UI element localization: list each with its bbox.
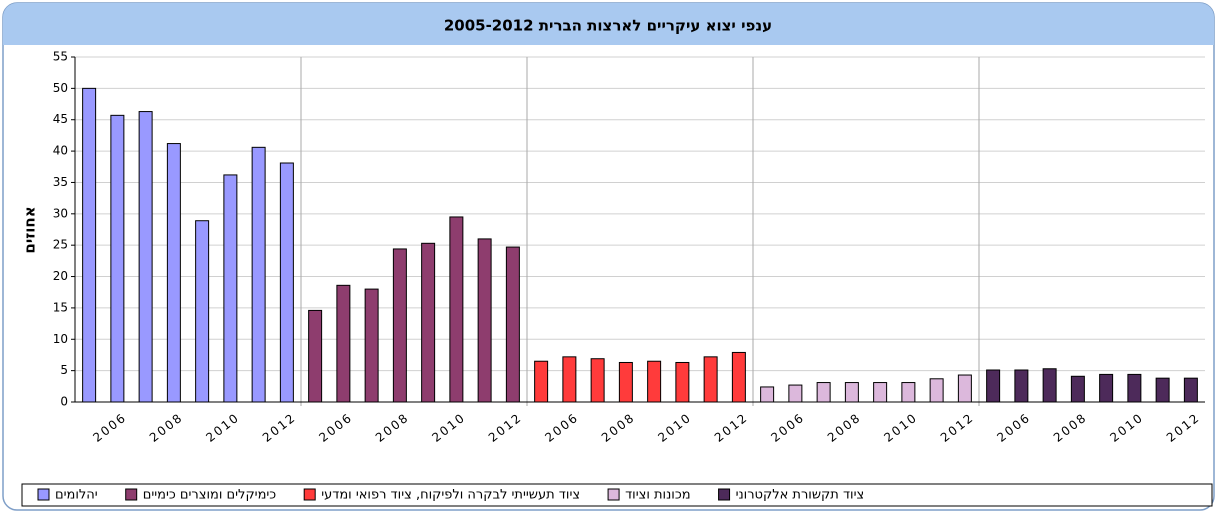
bar [195, 220, 210, 403]
y-tick-label: 5 [60, 363, 68, 377]
bar [1070, 375, 1085, 403]
bar [308, 309, 323, 403]
legend-label: מכונות וציוד [625, 488, 690, 503]
bar [336, 284, 351, 403]
chart-title: ענפי יצוא עיקריים לארצות הברית 2005-2012 [444, 17, 772, 35]
bar [110, 114, 125, 403]
legend-swatch [37, 488, 50, 501]
bar [1014, 369, 1029, 403]
bar [1127, 373, 1142, 403]
legend-swatch [125, 488, 138, 501]
bar [647, 360, 662, 403]
legend-label: ציוד תקשורת אלקטרוני [736, 488, 865, 503]
bar [1183, 377, 1198, 403]
bar [986, 369, 1001, 403]
bar [82, 87, 97, 403]
bar [534, 360, 549, 403]
y-tick-label: 0 [60, 395, 68, 409]
bar [1155, 377, 1170, 403]
bar [816, 382, 831, 403]
y-tick-label: 50 [53, 81, 68, 95]
legend-label: ציוד תעשייתי לבקרה ולפיקוח, ציוד רפואי ו… [321, 488, 580, 503]
legend-swatch [303, 488, 316, 501]
bar [703, 356, 718, 403]
y-tick-label: 25 [53, 238, 68, 252]
bar [449, 216, 464, 403]
bar [675, 361, 690, 403]
bar [760, 386, 775, 403]
bar [166, 143, 181, 403]
bar [279, 162, 294, 403]
title-band [3, 3, 1214, 45]
y-tick-label: 45 [53, 112, 68, 126]
bar [562, 356, 577, 403]
y-tick-label: 15 [53, 300, 68, 314]
bar [618, 361, 633, 403]
bar [138, 111, 153, 403]
y-tick-label: 30 [53, 206, 68, 220]
bar [844, 382, 859, 403]
bar [421, 242, 436, 403]
y-tick-label: 55 [53, 50, 68, 64]
y-tick-label: 20 [53, 269, 68, 283]
bar [929, 378, 944, 403]
bar [364, 288, 379, 403]
legend-swatch [607, 488, 620, 501]
bar [788, 384, 803, 403]
bar [873, 382, 888, 403]
bar [1099, 373, 1114, 403]
bar [901, 382, 916, 403]
bar [731, 351, 746, 403]
bar [957, 374, 972, 403]
y-axis-label: אחוזים [21, 206, 39, 253]
legend-label: כימיקלים ומוצרים כימיים [143, 488, 277, 503]
legend-swatch [718, 488, 731, 501]
y-tick-label: 40 [53, 144, 68, 158]
y-tick-label: 35 [53, 175, 68, 189]
bar [1042, 368, 1057, 403]
bar [590, 358, 605, 403]
bar [477, 238, 492, 403]
bar [505, 246, 520, 403]
bar [251, 146, 266, 403]
bar [392, 248, 407, 403]
bar [223, 174, 238, 403]
legend-label: יהלומים [55, 488, 98, 503]
y-tick-label: 10 [53, 332, 68, 346]
